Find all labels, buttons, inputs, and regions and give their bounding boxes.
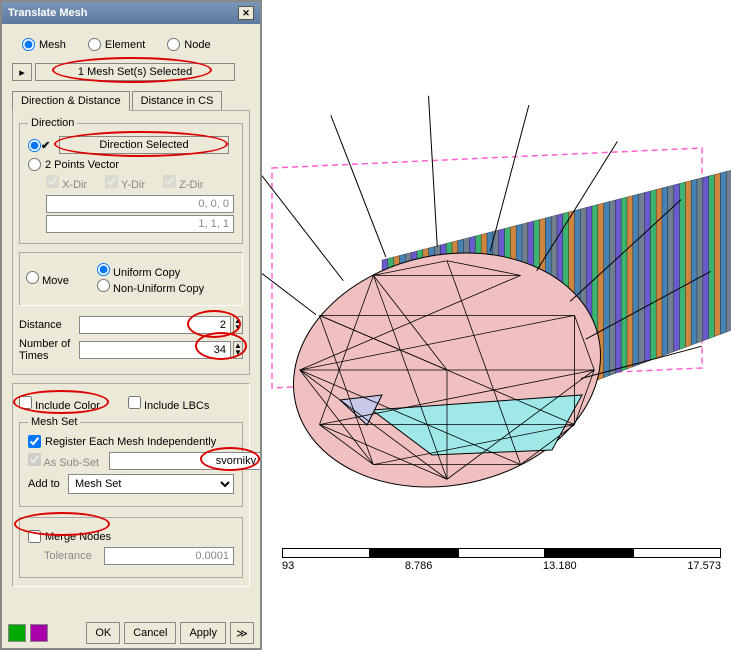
title-text: Translate Mesh <box>8 7 87 19</box>
cb-include-color[interactable]: Include Color <box>19 396 100 412</box>
monitor-icon[interactable] <box>8 624 26 642</box>
vec2-value: 1, 1, 1 <box>46 215 234 233</box>
cb-merge-nodes[interactable]: Merge Nodes <box>28 530 234 543</box>
cancel-button[interactable]: Cancel <box>124 622 176 644</box>
expand-arrow-icon[interactable]: ▸ <box>12 63 32 81</box>
selection-button[interactable]: 1 Mesh Set(s) Selected <box>35 63 235 81</box>
numtimes-input[interactable] <box>79 341 231 359</box>
close-icon[interactable]: ✕ <box>238 6 254 20</box>
titlebar[interactable]: Translate Mesh ✕ <box>2 2 260 24</box>
radio-2points[interactable] <box>28 158 41 171</box>
distance-input[interactable] <box>79 316 231 334</box>
direction-selected-button[interactable]: Direction Selected <box>59 136 229 154</box>
label-2points: 2 Points Vector <box>45 159 119 171</box>
ok-button[interactable]: OK <box>86 622 120 644</box>
cb-ydir: Y-Dir <box>105 175 145 191</box>
ruler-tick: 13.180 <box>543 560 577 572</box>
tab-direction-distance[interactable]: Direction & Distance <box>12 91 130 111</box>
scale-ruler: 93 8.786 13.180 17.573 <box>282 548 721 572</box>
copy-mode-group: Move Uniform Copy Non-Uniform Copy <box>19 252 243 306</box>
cb-as-subset: As Sub-Set <box>28 453 99 469</box>
ruler-tick: 17.573 <box>687 560 721 572</box>
tabs: Direction & Distance Distance in CS <box>12 91 250 111</box>
ruler-tick: 8.786 <box>405 560 433 572</box>
subset-name-input[interactable] <box>109 452 261 470</box>
vec1-value: 0, 0, 0 <box>46 195 234 213</box>
cb-zdir: Z-Dir <box>163 175 204 191</box>
tab-distance-cs[interactable]: Distance in CS <box>132 91 223 111</box>
apply-button[interactable]: Apply <box>180 622 226 644</box>
radio-nonuniform-copy[interactable]: Non-Uniform Copy <box>97 283 204 295</box>
meshset-legend: Mesh Set <box>28 416 80 428</box>
numtimes-label: Number of Times <box>19 338 79 362</box>
eraser-icon[interactable] <box>30 624 48 642</box>
distance-label: Distance <box>19 319 79 331</box>
tolerance-value: 0.0001 <box>104 547 234 565</box>
viewport-3d[interactable]: 93 8.786 13.180 17.573 <box>262 0 731 650</box>
addto-label: Add to <box>28 478 68 490</box>
check-icon: ✔ <box>41 139 55 152</box>
radio-move[interactable]: Move <box>26 271 69 287</box>
radio-uniform-copy[interactable]: Uniform Copy <box>97 267 180 279</box>
radio-node[interactable]: Node <box>167 38 210 51</box>
translate-mesh-dialog: Translate Mesh ✕ Mesh Element Node ▸ 1 M… <box>0 0 262 650</box>
bottom-bar: OK Cancel Apply ≫ <box>8 622 254 644</box>
selection-mode-row: Mesh Element Node <box>12 32 250 63</box>
addto-select[interactable]: Mesh Set <box>68 474 234 494</box>
more-button[interactable]: ≫ <box>230 622 254 644</box>
numtimes-spinner[interactable]: ▲▼ <box>233 341 243 359</box>
cb-xdir: X-Dir <box>46 175 87 191</box>
distance-spinner[interactable]: ▲▼ <box>233 316 243 334</box>
direction-legend: Direction <box>28 117 77 129</box>
tolerance-label: Tolerance <box>44 550 104 562</box>
ruler-tick: 93 <box>282 560 294 572</box>
radio-mesh[interactable]: Mesh <box>22 38 66 51</box>
radio-direction-selected[interactable] <box>28 139 41 152</box>
radio-element[interactable]: Element <box>88 38 145 51</box>
cb-include-lbcs[interactable]: Include LBCs <box>128 396 210 412</box>
cb-register-independently[interactable]: Register Each Mesh Independently <box>28 435 234 448</box>
